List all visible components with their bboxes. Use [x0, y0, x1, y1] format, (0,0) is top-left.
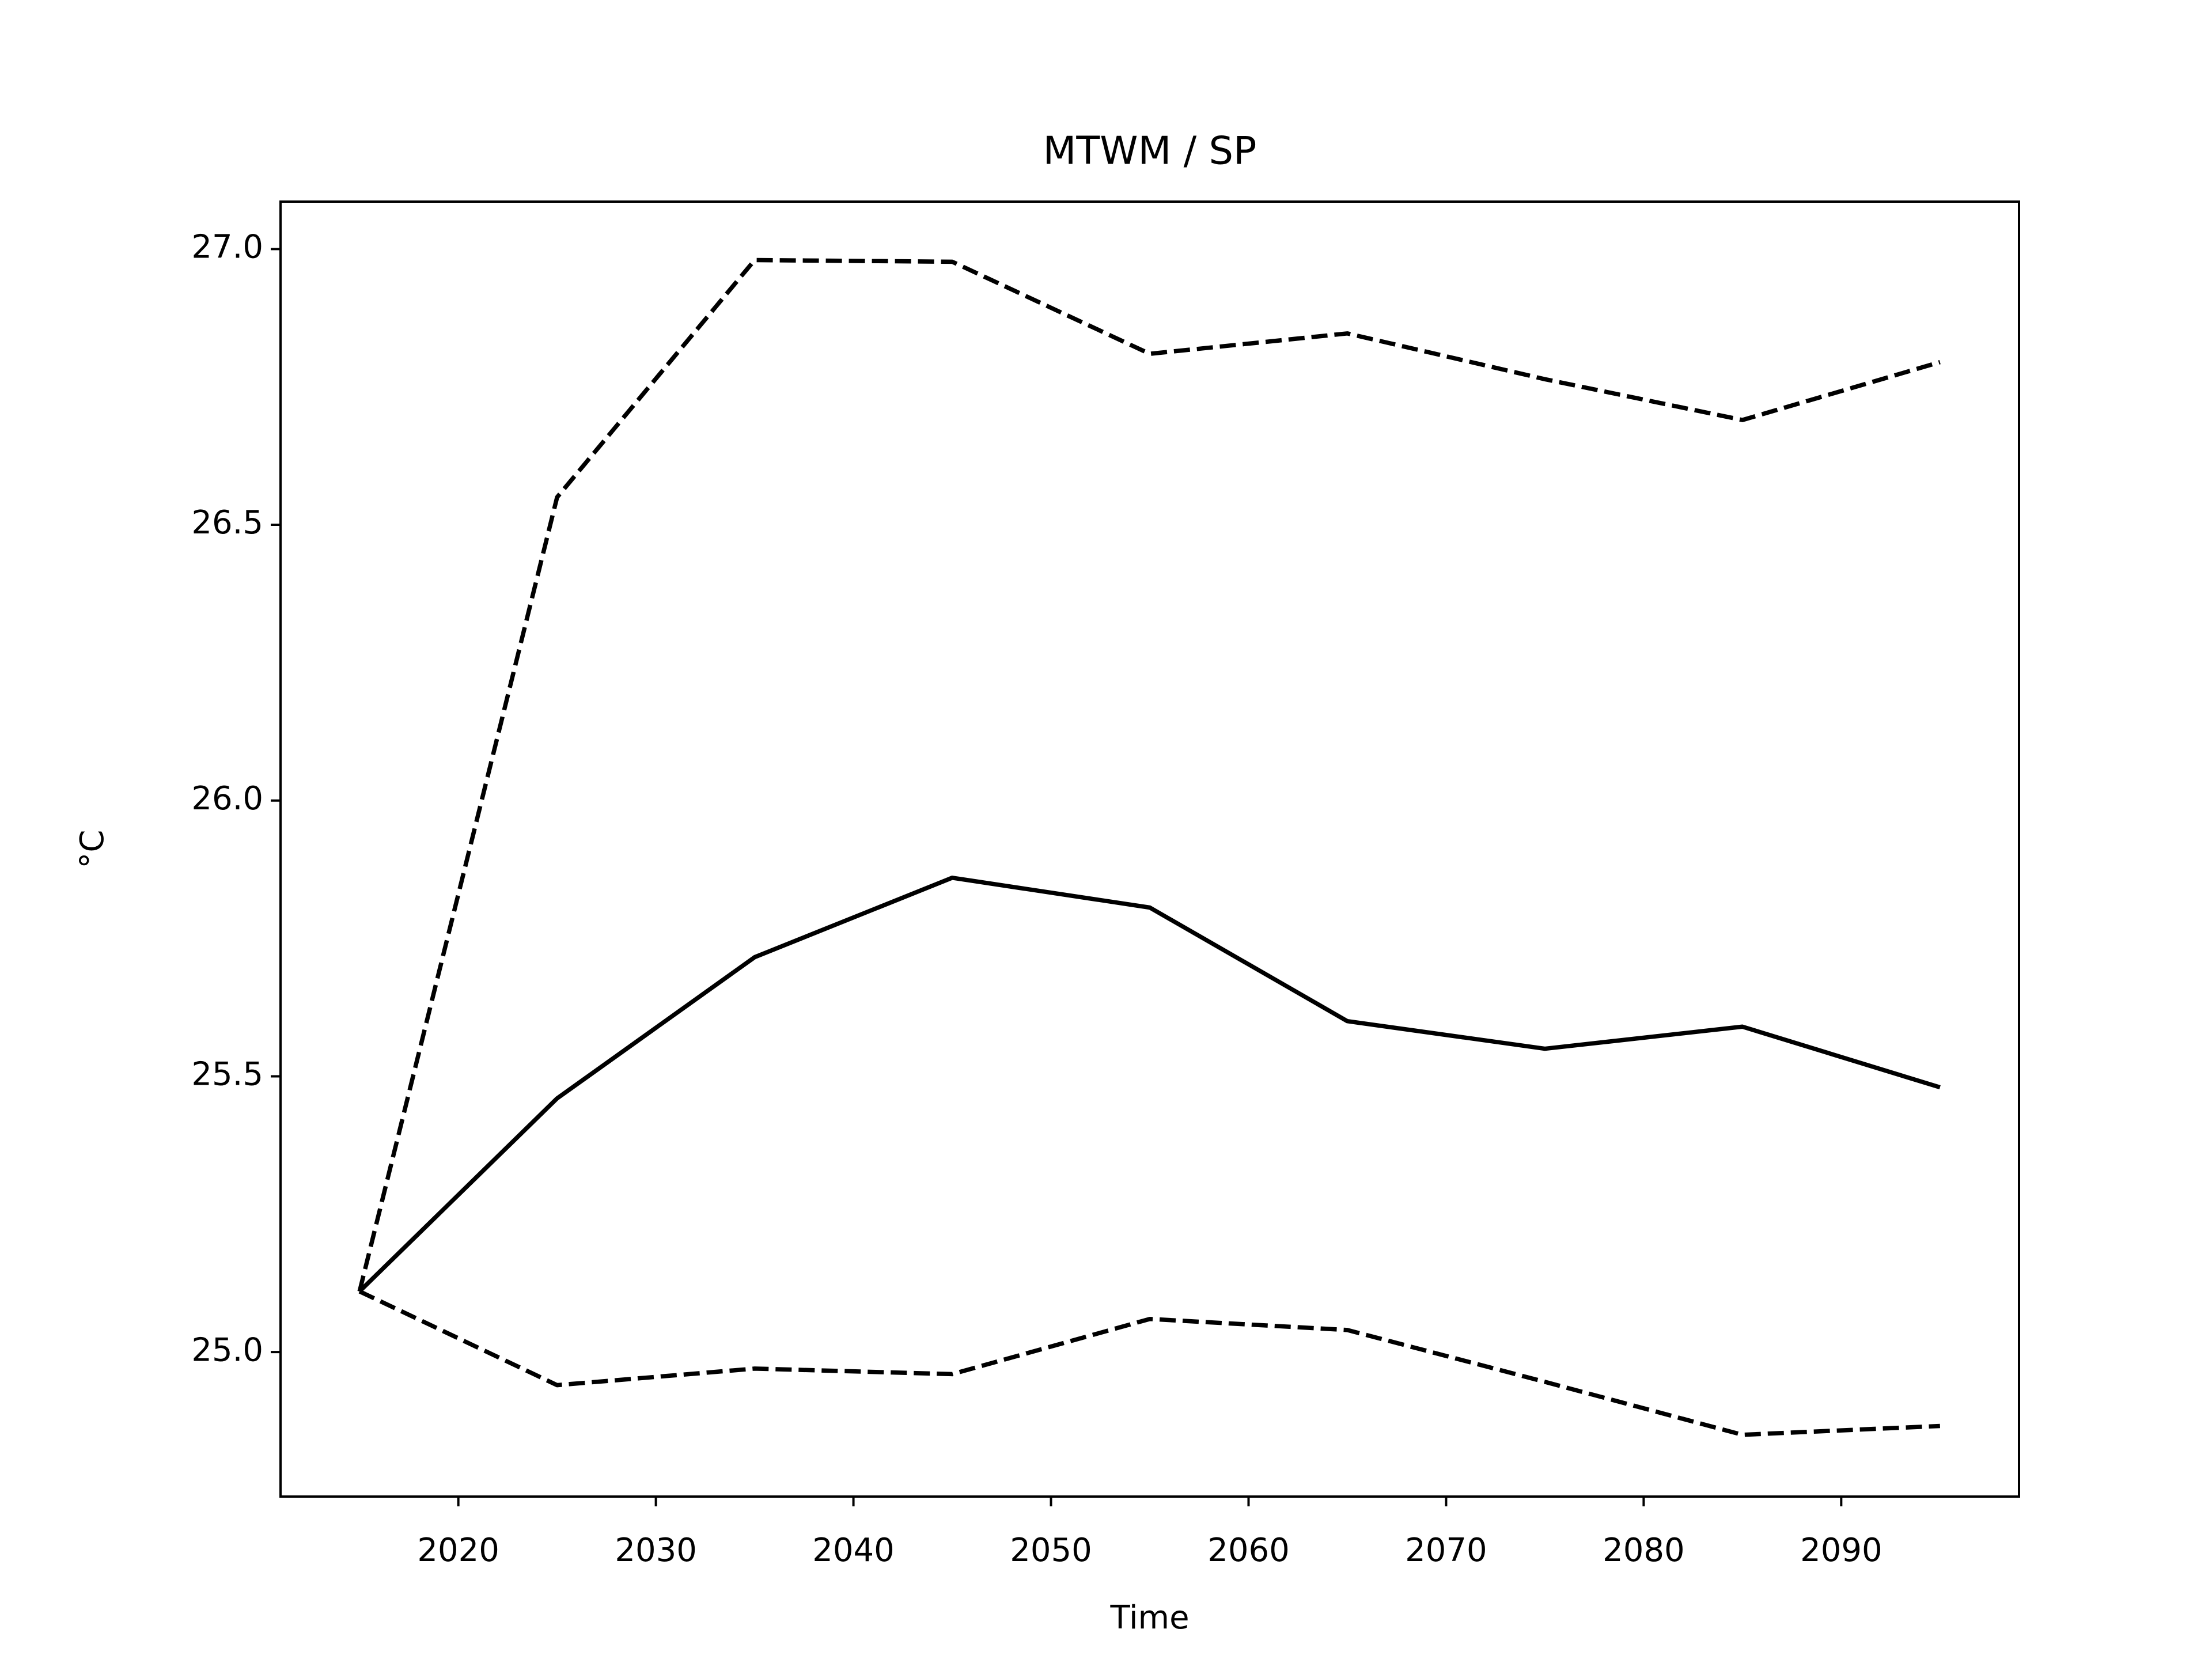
- line-series: [358, 876, 1941, 1293]
- y-tick-label: 27.0: [191, 228, 263, 266]
- x-tick-label: 2030: [615, 1532, 697, 1569]
- x-tick-label: 2090: [1800, 1532, 1883, 1569]
- x-tick-label: 2070: [1405, 1532, 1487, 1569]
- y-tick-label: 26.5: [191, 504, 263, 541]
- x-tick-label: 2050: [1010, 1532, 1092, 1569]
- y-tick-label: 25.5: [191, 1056, 263, 1093]
- y-axis-label: °C: [74, 830, 111, 868]
- plot-frame: [279, 200, 2020, 1498]
- y-tick-label: 25.0: [191, 1331, 263, 1369]
- line-series: [358, 1289, 1940, 1437]
- x-tick-label: 2060: [1207, 1532, 1290, 1569]
- line-series: [357, 257, 1941, 1292]
- x-tick-label: 2040: [812, 1532, 895, 1569]
- x-tick-label: 2020: [417, 1532, 499, 1569]
- y-tick-label: 26.0: [191, 780, 263, 817]
- x-axis-label: Time: [1109, 1599, 1189, 1637]
- chart-title: MTWM / SP: [1043, 128, 1257, 173]
- x-tick-label: 2080: [1603, 1532, 1685, 1569]
